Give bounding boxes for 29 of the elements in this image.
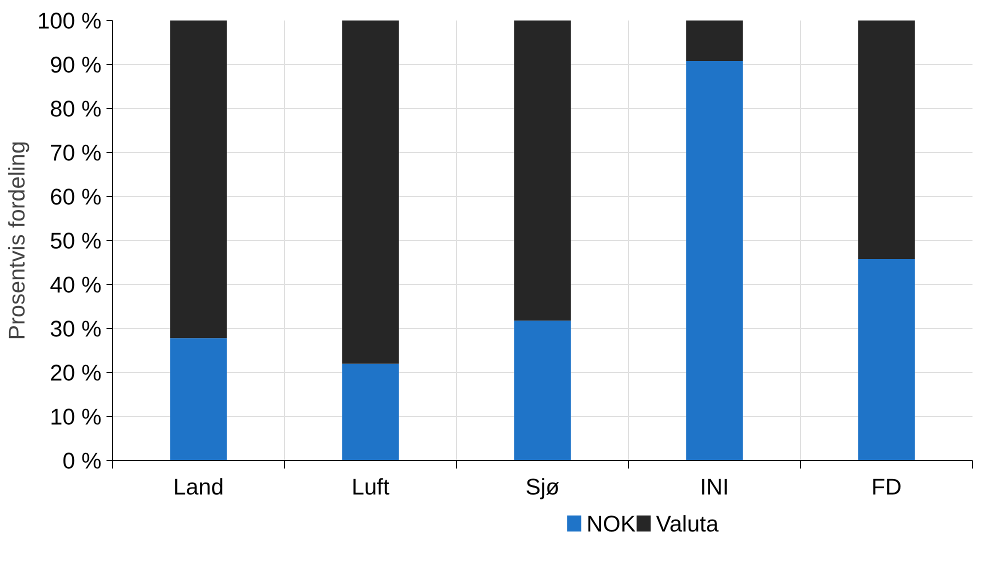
bar <box>514 320 571 460</box>
x-tick-label: FD <box>871 474 902 500</box>
bar <box>170 20 227 338</box>
y-tick-label: 70 % <box>50 140 102 166</box>
bar <box>686 60 743 460</box>
y-tick-label: 60 % <box>50 184 102 210</box>
bar <box>858 20 915 259</box>
x-tick-label: Land <box>173 474 224 500</box>
bar <box>858 258 915 460</box>
y-tick-label: 0 % <box>62 448 102 474</box>
y-tick-label: 40 % <box>50 272 102 298</box>
y-tick-label: 50 % <box>50 228 102 254</box>
y-tick-label: 100 % <box>37 8 102 34</box>
y-axis-title: Prosentvis fordeling <box>3 141 30 340</box>
legend-label: NOK <box>586 510 636 536</box>
bar <box>686 20 743 61</box>
bar <box>170 338 227 460</box>
y-tick-label: 20 % <box>50 360 102 386</box>
x-tick-label: Sjø <box>526 474 560 500</box>
y-tick-label: 10 % <box>50 404 102 430</box>
x-tick-label: Luft <box>352 474 390 500</box>
bar <box>342 20 399 364</box>
bar <box>342 364 399 460</box>
bar <box>514 20 571 321</box>
y-tick-label: 30 % <box>50 316 102 342</box>
y-tick-label: 90 % <box>50 52 102 78</box>
x-tick-label: INI <box>700 474 729 500</box>
legend-label: Valuta <box>656 510 719 536</box>
y-tick-label: 80 % <box>50 96 102 122</box>
